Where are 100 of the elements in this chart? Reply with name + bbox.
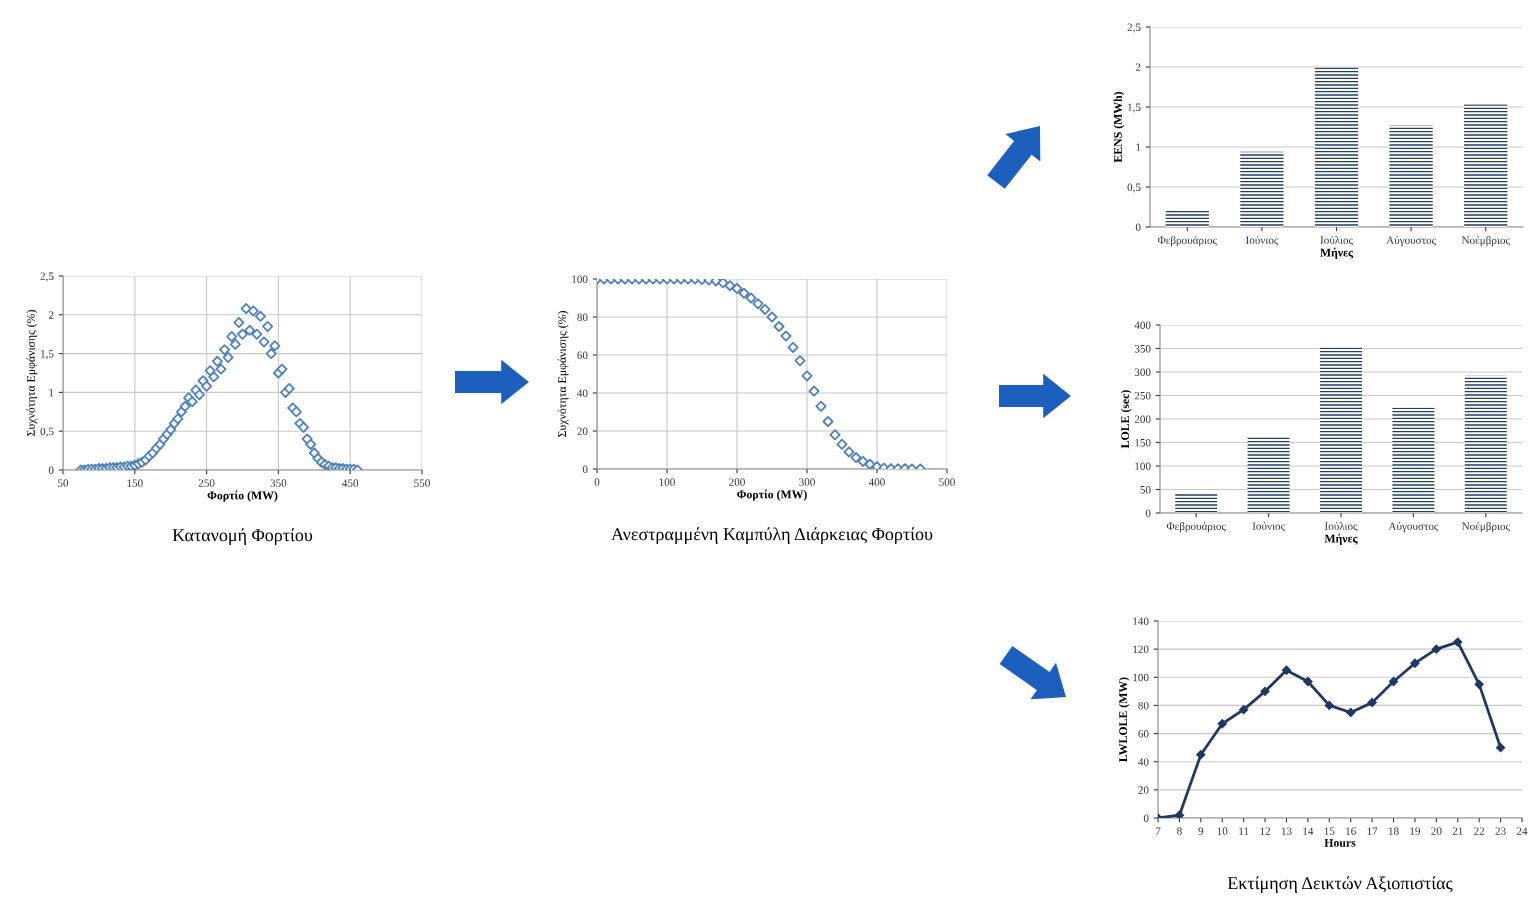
y-axis-title: LOLE (sec) <box>1120 390 1132 449</box>
y-tick-label: 1 <box>1136 143 1141 151</box>
y-tick-label: 100 <box>1135 462 1151 470</box>
y-tick-label: 0 <box>582 465 588 473</box>
x-tick-label: 150 <box>127 479 143 487</box>
x-axis-title: Μήνες <box>1324 533 1358 545</box>
point <box>794 355 806 367</box>
y-axis-title: Συχνότητα Εμφάνισης (%) <box>26 310 38 436</box>
y-axis-title: EENS (MWh) <box>1113 91 1125 163</box>
point <box>1367 697 1377 708</box>
text: Ανεστραμμένη Καμπύλη Διάρκειας Φορτίου <box>611 527 933 544</box>
point <box>843 446 855 458</box>
point <box>1474 679 1484 689</box>
text: Εκτίμηση Δεικτών Αξιοπιστίας <box>1227 876 1453 893</box>
y-tick-label: 80 <box>577 313 588 321</box>
point <box>801 370 813 382</box>
point <box>815 400 827 412</box>
x-tick-label: Ιούνιος <box>1245 235 1279 246</box>
point <box>1346 707 1356 718</box>
y-tick-label: 2,5 <box>1127 23 1141 33</box>
y-tick-label: 100 <box>1133 673 1149 682</box>
y-tick-label: 2,5 <box>40 272 54 282</box>
y-tick-label: 300 <box>1134 368 1151 376</box>
y-tick-label: 250 <box>1134 391 1151 400</box>
x-axis-title: Hours <box>1324 838 1356 847</box>
point <box>1324 700 1334 711</box>
bar <box>1247 436 1290 513</box>
point <box>1260 686 1270 696</box>
y-tick-label: 20 <box>577 427 588 435</box>
x-tick-label: 8 <box>1177 827 1182 835</box>
point <box>1410 658 1420 668</box>
x-tick-label: Ιούλιος <box>1320 235 1353 246</box>
x-tick-label: 450 <box>342 479 359 487</box>
x-tick-label: 23 <box>1495 827 1506 835</box>
x-tick-label: 9 <box>1198 827 1204 835</box>
y-tick-label: 140 <box>1133 617 1149 625</box>
x-tick-label: Ιούνιος <box>1252 521 1285 532</box>
x-tick-label: 20 <box>1431 827 1442 835</box>
bar <box>1389 125 1433 227</box>
point <box>808 385 820 397</box>
y-tick-label: 200 <box>1134 415 1151 423</box>
x-tick-label: 250 <box>198 479 215 487</box>
y-tick-label: 0,5 <box>1127 183 1141 193</box>
y-tick-label: 0 <box>1135 223 1141 231</box>
x-tick-label: 400 <box>868 478 885 486</box>
x-tick-label: Αύγουστος <box>1386 236 1436 247</box>
x-tick-label: 22 <box>1474 827 1485 835</box>
bar <box>1320 347 1362 513</box>
y-tick-label: 0 <box>1145 509 1151 517</box>
point <box>766 311 778 323</box>
x-tick-label: 11 <box>1239 827 1249 835</box>
x-tick-label: 10 <box>1217 827 1228 835</box>
x-axis-title: Φορτίο (MW) <box>737 489 807 501</box>
y-tick-label: 40 <box>1138 758 1149 766</box>
y-tick-label: 1 <box>49 388 54 397</box>
y-tick-label: 120 <box>1133 645 1149 654</box>
x-axis-title: Φορτίο (MW) <box>207 490 278 502</box>
y-tick-label: 60 <box>577 351 588 359</box>
x-tick-label: Ιούλιος <box>1324 521 1358 532</box>
x-tick-label: 15 <box>1324 827 1335 835</box>
bar <box>1175 493 1218 513</box>
point <box>780 330 792 342</box>
x-tick-label: 100 <box>659 478 675 486</box>
y-axis-title: LWLOLE (MW) <box>1118 677 1130 762</box>
y-tick-label: 1,5 <box>1128 103 1141 113</box>
x-tick-label: Αύγουστος <box>1388 522 1439 533</box>
y-tick-label: 150 <box>1135 438 1151 447</box>
x-tick-label: 14 <box>1303 827 1314 835</box>
x-tick-label: 13 <box>1281 827 1292 835</box>
x-tick-label: 7 <box>1155 827 1161 835</box>
y-tick-label: 2 <box>1135 63 1141 71</box>
x-tick-label: 350 <box>270 479 287 487</box>
x-tick-label: Νοέμβριος <box>1461 522 1510 533</box>
x-tick-label: 550 <box>414 479 430 487</box>
y-tick-label: 60 <box>1138 730 1149 738</box>
y-tick-label: 1,5 <box>41 350 54 360</box>
x-tick-label: 50 <box>58 479 69 487</box>
x-tick-label: 16 <box>1346 827 1356 835</box>
point <box>1303 676 1313 687</box>
point <box>829 429 841 441</box>
bar <box>1464 375 1507 513</box>
y-tick-label: 50 <box>1140 485 1151 494</box>
point <box>1196 750 1206 760</box>
bar <box>1392 407 1435 513</box>
x-tick-label: 12 <box>1260 827 1270 835</box>
y-tick-label: 100 <box>572 275 588 283</box>
y-tick-label: 350 <box>1134 344 1151 353</box>
y-tick-label: 0,5 <box>40 427 54 437</box>
point <box>1281 665 1292 675</box>
text: Κατανομή Φορτίου <box>172 528 313 545</box>
point <box>864 458 876 469</box>
x-tick-label: Φεβρουάριος <box>1166 522 1226 533</box>
x-tick-label: 18 <box>1388 827 1399 835</box>
y-tick-label: 400 <box>1134 321 1151 329</box>
y-tick-label: 2 <box>48 311 54 319</box>
x-axis-title: Μήνες <box>1320 247 1354 259</box>
x-tick-label: 24 <box>1516 827 1528 835</box>
x-tick-label: 200 <box>729 478 745 486</box>
bar <box>1464 104 1508 227</box>
x-tick-label: Φεβρουάριος <box>1157 236 1217 247</box>
